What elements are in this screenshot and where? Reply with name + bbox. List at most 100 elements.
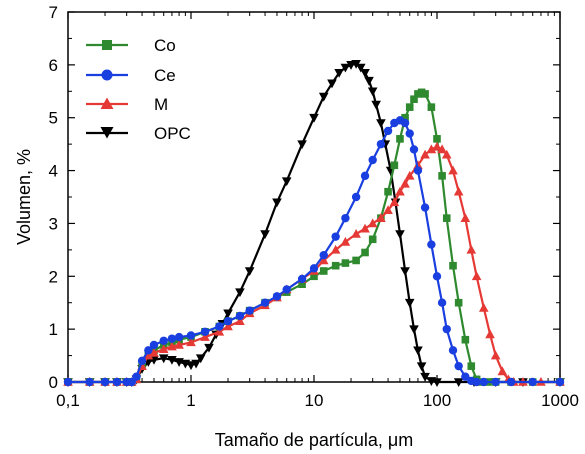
data-point-ce — [331, 232, 340, 241]
data-point-m — [426, 144, 437, 154]
data-point-ce — [360, 171, 370, 181]
data-point-co — [352, 256, 360, 265]
plot-frame — [67, 11, 561, 383]
data-point-ce — [472, 377, 481, 387]
data-point-ce — [297, 274, 307, 284]
data-point-ce — [461, 372, 470, 381]
data-point-m — [389, 197, 400, 207]
series-line-co — [68, 91, 560, 384]
y-tick-label: 3 — [49, 214, 58, 233]
data-point-m — [330, 244, 341, 254]
data-point-ce — [376, 139, 386, 149]
data-point-co — [341, 259, 350, 267]
data-point-ce — [413, 166, 423, 175]
x-tick-label: 0,1 — [56, 391, 80, 410]
data-point-opc — [376, 119, 386, 128]
data-point-co — [467, 362, 476, 370]
data-point-co — [461, 335, 470, 344]
data-point-ce — [112, 377, 122, 387]
data-point-ce — [555, 377, 565, 387]
data-point-co — [401, 113, 409, 122]
data-point-m — [404, 170, 415, 180]
data-point-ce — [479, 377, 488, 387]
data-point-ce — [144, 346, 153, 355]
series-ce — [63, 116, 565, 387]
data-point-co — [433, 135, 441, 143]
data-point-co — [421, 90, 429, 98]
data-point-opc — [355, 63, 366, 73]
data-point-opc — [235, 288, 245, 298]
data-point-m — [376, 213, 386, 222]
data-point-opc — [340, 63, 351, 73]
data-point-m — [200, 332, 210, 341]
y-tick-label: 5 — [49, 109, 58, 128]
data-point-co — [405, 103, 414, 111]
data-point-ce — [351, 192, 361, 202]
legend-marker-co — [102, 40, 112, 50]
data-point-m — [351, 229, 361, 238]
data-point-opc — [371, 100, 381, 110]
data-point-ce — [368, 155, 377, 165]
data-point-co — [310, 272, 318, 281]
data-point-ce — [149, 340, 159, 350]
data-point-ce — [137, 356, 147, 366]
data-point-ce — [200, 327, 210, 336]
x-axis-title: Tamaño de partícula, μm — [215, 430, 413, 450]
data-point-opc — [416, 362, 427, 372]
data-point-opc — [367, 87, 378, 97]
legend-item-m: M — [86, 95, 168, 114]
y-axis-title: Volumen, % — [14, 149, 34, 245]
data-point-co — [427, 103, 436, 111]
data-point-m — [167, 341, 177, 351]
data-point-m — [174, 340, 184, 349]
data-point-ce — [383, 126, 393, 136]
x-tick-label: 100 — [423, 391, 451, 410]
data-point-m — [214, 326, 225, 336]
x-tick-label: 1 — [186, 391, 195, 410]
data-point-m — [460, 213, 471, 222]
data-point-opc — [297, 140, 307, 150]
series-co — [64, 88, 564, 386]
data-point-m — [186, 337, 196, 347]
y-tick-label: 4 — [49, 162, 58, 181]
data-point-opc — [260, 230, 270, 239]
data-point-ce — [260, 298, 270, 307]
data-point-m — [478, 303, 489, 312]
series-m — [63, 141, 565, 386]
data-point-ce — [506, 377, 516, 387]
data-point-opc — [327, 79, 337, 89]
data-point-m — [437, 144, 447, 154]
data-point-ce — [448, 346, 458, 355]
data-point-m — [485, 329, 495, 339]
data-point-ce — [63, 377, 73, 387]
legend-item-co: Co — [86, 36, 176, 55]
data-point-opc — [223, 309, 233, 319]
data-point-m — [490, 350, 501, 360]
data-point-m — [432, 141, 442, 151]
data-point-ce — [427, 240, 436, 249]
data-point-co — [396, 135, 404, 143]
data-point-co — [331, 261, 340, 270]
legend-marker-m — [100, 97, 114, 109]
legend-label-m: M — [154, 95, 168, 114]
data-point-ce — [491, 377, 500, 387]
data-point-co — [438, 172, 446, 180]
data-point-ce — [167, 334, 177, 343]
data-point-m — [453, 186, 464, 196]
data-point-m — [318, 255, 329, 265]
data-point-co — [319, 267, 328, 275]
data-point-m — [367, 218, 378, 228]
data-point-m — [340, 236, 351, 246]
data-point-co — [368, 235, 377, 244]
data-point-opc — [404, 298, 415, 308]
data-point-m — [235, 316, 245, 326]
series-line-opc — [68, 62, 560, 384]
y-tick-label: 0 — [49, 373, 58, 392]
data-point-opc — [420, 372, 430, 382]
data-point-m — [466, 244, 477, 254]
data-point-m — [413, 160, 423, 170]
data-point-m — [441, 149, 452, 159]
data-point-m — [223, 321, 233, 331]
data-point-ce — [174, 332, 184, 342]
data-point-m — [497, 366, 508, 376]
